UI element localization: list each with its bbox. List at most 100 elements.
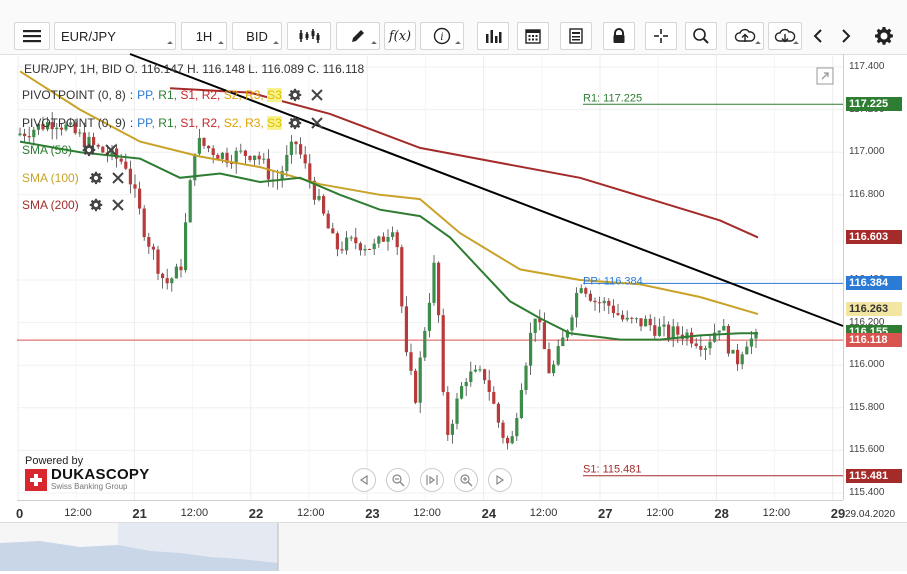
price-marker-label: 116.603 bbox=[846, 229, 902, 244]
candle-down bbox=[27, 136, 31, 138]
candle-up bbox=[170, 278, 174, 284]
navigator-panel[interactable] bbox=[0, 522, 907, 571]
indicator-pivot-8[interactable]: PIVOTPOINT (0, 8) : PP, R1, S1, R2, S2, … bbox=[22, 88, 326, 102]
candle-up bbox=[64, 124, 68, 130]
pivot-pp: PP, bbox=[137, 88, 155, 102]
settings-button[interactable] bbox=[870, 22, 898, 50]
gear-icon bbox=[288, 116, 302, 130]
price-marker-label: 116.263 bbox=[846, 302, 902, 317]
info-button[interactable]: i bbox=[420, 22, 464, 50]
candle-up bbox=[418, 357, 422, 403]
scroll-right-button[interactable] bbox=[833, 22, 859, 50]
chart-type-button[interactable] bbox=[287, 22, 331, 50]
candle-down bbox=[340, 249, 344, 251]
indicator-settings-button[interactable] bbox=[286, 88, 304, 102]
price-type-selector[interactable]: BID bbox=[232, 22, 282, 50]
price-axis-border bbox=[843, 54, 844, 500]
indicator-name: SMA (50) bbox=[22, 143, 73, 157]
menu-button[interactable] bbox=[14, 22, 50, 50]
candle-down bbox=[115, 148, 119, 159]
trend-line[interactable] bbox=[129, 53, 844, 327]
time-tick-label: 29 bbox=[830, 506, 846, 521]
candle-down bbox=[101, 146, 105, 153]
indicator-settings-button[interactable] bbox=[80, 143, 98, 157]
indicator-name: SMA (100) bbox=[22, 171, 79, 185]
candle-up bbox=[55, 127, 59, 130]
bar-chart-button[interactable] bbox=[477, 22, 509, 50]
indicator-settings-button[interactable] bbox=[286, 116, 304, 130]
indicator-remove-button[interactable] bbox=[109, 198, 127, 212]
candle-down bbox=[165, 278, 169, 284]
indicator-sma-200[interactable]: SMA (200) bbox=[22, 198, 127, 212]
indicator-pivot-9[interactable]: PIVOTPOINT (0, 9) : PP, R1, S1, R2, S2, … bbox=[22, 116, 326, 130]
candle-down bbox=[506, 437, 510, 444]
candle-down bbox=[648, 318, 652, 326]
lock-button[interactable] bbox=[603, 22, 635, 50]
fit-icon bbox=[426, 475, 438, 485]
brand-name: DUKASCOPY bbox=[51, 466, 150, 483]
date-stamp: 29.04.2020 bbox=[845, 509, 896, 520]
upload-button[interactable] bbox=[726, 22, 764, 50]
indicator-remove-button[interactable] bbox=[308, 88, 326, 102]
indicator-remove-button[interactable] bbox=[308, 116, 326, 130]
indicator-remove-button[interactable] bbox=[109, 171, 127, 185]
expand-chart-button[interactable] bbox=[816, 67, 834, 85]
candle-up bbox=[46, 122, 50, 130]
candle-down bbox=[308, 163, 312, 181]
candle-down bbox=[124, 161, 128, 169]
indicator-sma-50[interactable]: SMA (50) bbox=[22, 143, 120, 157]
swiss-cross-icon bbox=[25, 468, 47, 491]
timeframe-selector[interactable]: 1H bbox=[181, 22, 227, 50]
candle-down bbox=[128, 168, 132, 185]
candle-down bbox=[381, 236, 385, 242]
candle-down bbox=[538, 318, 542, 323]
zoom-in-nav-button[interactable] bbox=[454, 468, 478, 492]
candle-up bbox=[722, 325, 726, 331]
toolbar: EUR/JPY 1H BID f(x) i bbox=[0, 0, 907, 55]
scroll-left-nav-button[interactable] bbox=[352, 468, 376, 492]
zoom-button[interactable] bbox=[685, 22, 717, 50]
candle-down bbox=[230, 162, 234, 164]
price-tick-label: 117.400 bbox=[849, 61, 885, 72]
candle-up bbox=[556, 346, 560, 365]
symbol-selector[interactable]: EUR/JPY bbox=[54, 22, 176, 50]
pp-label: PP: 116.384 bbox=[583, 275, 643, 287]
indicator-settings-button[interactable] bbox=[87, 198, 105, 212]
candle-up bbox=[432, 262, 436, 303]
candle-down bbox=[179, 266, 183, 271]
candle-down bbox=[41, 123, 45, 130]
candle-down bbox=[542, 322, 546, 350]
ohlc-readout: EUR/JPY, 1H, BID O. 116.147 H. 116.148 L… bbox=[24, 62, 365, 76]
candle-down bbox=[161, 273, 165, 279]
candle-down bbox=[621, 314, 625, 320]
zoom-out-nav-button[interactable] bbox=[386, 468, 410, 492]
reset-nav-button[interactable] bbox=[420, 468, 444, 492]
candle-down bbox=[59, 127, 63, 130]
candle-down bbox=[699, 345, 703, 350]
candle-up bbox=[602, 300, 606, 304]
time-tick-label: 0 bbox=[16, 506, 24, 521]
indicator-sma-100[interactable]: SMA (100) bbox=[22, 171, 127, 185]
indicator-remove-button[interactable] bbox=[102, 143, 120, 157]
expand-icon bbox=[816, 67, 834, 85]
candle-down bbox=[257, 155, 261, 160]
crosshair-button[interactable] bbox=[645, 22, 677, 50]
symbol-value: EUR/JPY bbox=[61, 28, 116, 44]
scroll-left-button[interactable] bbox=[805, 22, 831, 50]
draw-button[interactable] bbox=[336, 22, 380, 50]
download-button[interactable] bbox=[768, 22, 802, 50]
candle-up bbox=[749, 338, 753, 347]
calendar-button[interactable] bbox=[517, 22, 549, 50]
chevron-left-icon bbox=[813, 29, 822, 43]
candle-down bbox=[611, 305, 615, 314]
chart-grid bbox=[17, 54, 843, 500]
scroll-right-nav-button[interactable] bbox=[488, 468, 512, 492]
candle-up bbox=[644, 318, 648, 327]
dukascopy-logo[interactable]: DUKASCOPY Swiss Banking Group bbox=[25, 466, 150, 491]
indicator-settings-button[interactable] bbox=[87, 171, 105, 185]
candle-down bbox=[354, 237, 358, 244]
news-button[interactable] bbox=[560, 22, 592, 50]
indicators-button[interactable]: f(x) bbox=[384, 22, 416, 50]
powered-by-label: Powered by bbox=[25, 455, 84, 467]
